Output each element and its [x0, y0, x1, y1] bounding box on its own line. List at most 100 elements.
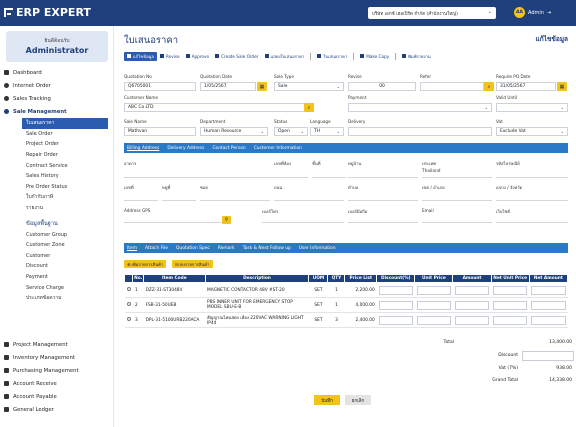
search-icon[interactable]: ⌕: [304, 103, 314, 112]
tab-item[interactable]: Item: [127, 245, 137, 251]
sidebar-item-contract-service[interactable]: Contract Service: [26, 162, 68, 169]
app-logo[interactable]: ERP EXPERT: [4, 6, 91, 19]
sidebar-item-pre-order-status[interactable]: Pre Order Status: [26, 183, 68, 190]
tab-customer-information[interactable]: Customer Information: [253, 145, 302, 151]
floor-field[interactable]: [312, 177, 346, 178]
status-select[interactable]: Open ⌄: [274, 127, 308, 136]
user-menu[interactable]: AA Admin ⇥: [514, 7, 551, 18]
sidebar-item-dashboard[interactable]: Dashboard: [0, 66, 114, 79]
tab-delivery-address[interactable]: Delivery Address: [167, 145, 205, 151]
sidebar-item-account-payable[interactable]: Account Payable: [0, 390, 114, 403]
sidebar-item-payment[interactable]: Payment: [26, 274, 48, 281]
create-sale-order-button[interactable]: Create Sale Order: [212, 52, 261, 61]
save-button[interactable]: บันทึก: [314, 395, 340, 405]
edit-button[interactable]: แก้ไขข้อมูล: [124, 51, 157, 61]
map-pin-icon[interactable]: ⚲: [222, 216, 231, 224]
delete-item-button[interactable]: ⊟ ลบรายการสินค้า: [172, 260, 213, 268]
house-no-field[interactable]: [124, 200, 158, 201]
search-icon[interactable]: ⌕: [484, 82, 494, 91]
print-report-button[interactable]: พิมพ์รายงาน: [399, 52, 434, 61]
mobile-field[interactable]: [348, 222, 418, 223]
province-field[interactable]: [496, 200, 568, 201]
sidebar-item-customer[interactable]: Customer: [26, 252, 51, 259]
sidebar-item-project-order[interactable]: Project Order: [26, 141, 59, 148]
company-select[interactable]: บริษัท เอกซ์ เฮอเปิร์ต จำกัด (สำนักงานให…: [368, 7, 496, 19]
table-row[interactable]: 3 DPL-31-5100URB220ACA สัญญาณไฟแสดง เสีย…: [124, 312, 568, 328]
sidebar-item-project-management[interactable]: Project Management: [0, 338, 114, 351]
tab-remark[interactable]: Remark: [217, 245, 235, 251]
sidebar-item-customer-zone[interactable]: Customer Zone: [26, 242, 65, 249]
revise-button[interactable]: Revise: [157, 52, 183, 61]
customer-name-field[interactable]: ABC Co LTD: [124, 103, 314, 112]
room-no-field[interactable]: [274, 177, 308, 178]
phone-field[interactable]: [262, 222, 344, 223]
sidebar-item-repair-order[interactable]: Repair Order: [26, 152, 58, 159]
tab-attach-file[interactable]: Attach File: [145, 245, 168, 251]
department-select[interactable]: Human Resource ⌄: [200, 127, 268, 136]
postal-code-field[interactable]: [496, 177, 568, 178]
sidebar-item-account-receive[interactable]: Account Receive: [0, 377, 114, 390]
row-discount-input[interactable]: [378, 315, 413, 325]
road-field[interactable]: [274, 200, 344, 201]
row-discount-input[interactable]: [378, 285, 413, 295]
country-value[interactable]: Thailand: [422, 169, 441, 174]
table-row[interactable]: 1 DZZ-31-ST3048V MAGNETIC CONTACTOR 48V …: [124, 282, 568, 298]
row-unit-price-input[interactable]: [416, 285, 451, 295]
row-net-unit-price-input[interactable]: [493, 315, 528, 325]
district-field[interactable]: [422, 200, 492, 201]
quotation-date-field[interactable]: 1/05/2567: [200, 82, 256, 91]
sidebar-item-service-charge[interactable]: Service Charge: [26, 284, 65, 291]
building-field[interactable]: [124, 177, 274, 178]
tab-task-follow-up[interactable]: Task & Next Follow up: [242, 245, 291, 251]
sidebar-item-sales-tracking[interactable]: Sales Tracking: [0, 92, 114, 105]
calendar-icon[interactable]: ▦: [257, 82, 267, 91]
quotation-no-field[interactable]: Q6705001: [124, 82, 196, 91]
sidebar-item-discount[interactable]: Discount: [26, 263, 48, 270]
cancel-button[interactable]: ยกเลิก: [345, 395, 371, 405]
add-item-button[interactable]: ⊕ เพิ่มรายการสินค้า: [124, 260, 167, 268]
row-select-radio[interactable]: [126, 287, 131, 291]
row-select-radio[interactable]: [126, 302, 131, 306]
village-field[interactable]: [348, 177, 418, 178]
sidebar-item-general-ledger[interactable]: General Ledger: [0, 403, 114, 416]
sidebar-item-internet-order[interactable]: Internet Order: [0, 79, 114, 92]
row-select-radio[interactable]: [126, 317, 131, 321]
sidebar-item-quotation[interactable]: ใบเสนอราคา: [22, 118, 108, 129]
show-quotation-button[interactable]: แสดงใบเสนอราคา: [262, 52, 308, 61]
print-quotation-button[interactable]: ใบเสนอราคา: [314, 52, 350, 61]
website-field[interactable]: [496, 222, 568, 223]
sidebar-item-customer-group[interactable]: Customer Group: [26, 231, 68, 238]
logout-icon[interactable]: ⇥: [546, 9, 552, 16]
row-unit-price-input[interactable]: [416, 300, 451, 310]
sidebar-item-message-type[interactable]: ประเภทข้อความ: [26, 295, 62, 302]
sidebar-item-tax-invoice[interactable]: ใบกำกับภาษี: [26, 194, 54, 201]
row-discount-input[interactable]: [378, 300, 413, 310]
address-gps-field[interactable]: [124, 222, 224, 223]
sidebar-item-sale-order[interactable]: Sale Order: [26, 130, 53, 137]
delivery-field[interactable]: [348, 127, 492, 136]
sidebar-item-sales-history[interactable]: Sales History: [26, 173, 59, 180]
row-amount-input[interactable]: [454, 300, 490, 310]
refer-field[interactable]: [420, 82, 484, 91]
revise-field[interactable]: 00: [348, 82, 416, 91]
row-net-unit-price-input[interactable]: [493, 285, 528, 295]
row-amount-input[interactable]: [454, 315, 490, 325]
language-select[interactable]: TH ⌄: [310, 127, 344, 136]
sidebar-item-sale-management[interactable]: Sale Management: [0, 105, 114, 118]
discount-input[interactable]: [522, 351, 574, 361]
sidebar-item-purchasing-management[interactable]: Purchasing Management: [0, 364, 114, 377]
sidebar-item-report[interactable]: รายงาน: [26, 205, 44, 212]
row-unit-price-input[interactable]: [416, 315, 451, 325]
sale-type-select[interactable]: Sale ⌄: [274, 82, 344, 91]
sidebar-item-inventory-management[interactable]: Inventory Management: [0, 351, 114, 364]
subdistrict-field[interactable]: [348, 200, 418, 201]
make-copy-button[interactable]: Make Copy: [357, 52, 392, 61]
require-po-date-field[interactable]: 31/05/2567: [496, 82, 556, 91]
moo-field[interactable]: [162, 200, 196, 201]
sale-name-field[interactable]: Mathvan: [124, 127, 196, 136]
row-net-amount-input[interactable]: [531, 285, 566, 295]
table-row[interactable]: 2 FSB-31-50UEB PBS INNER UNIT FOR EMERGE…: [124, 297, 568, 313]
row-net-unit-price-input[interactable]: [493, 300, 528, 310]
row-net-amount-input[interactable]: [531, 300, 566, 310]
vat-select[interactable]: Exclude Vat ⌄: [496, 127, 568, 136]
